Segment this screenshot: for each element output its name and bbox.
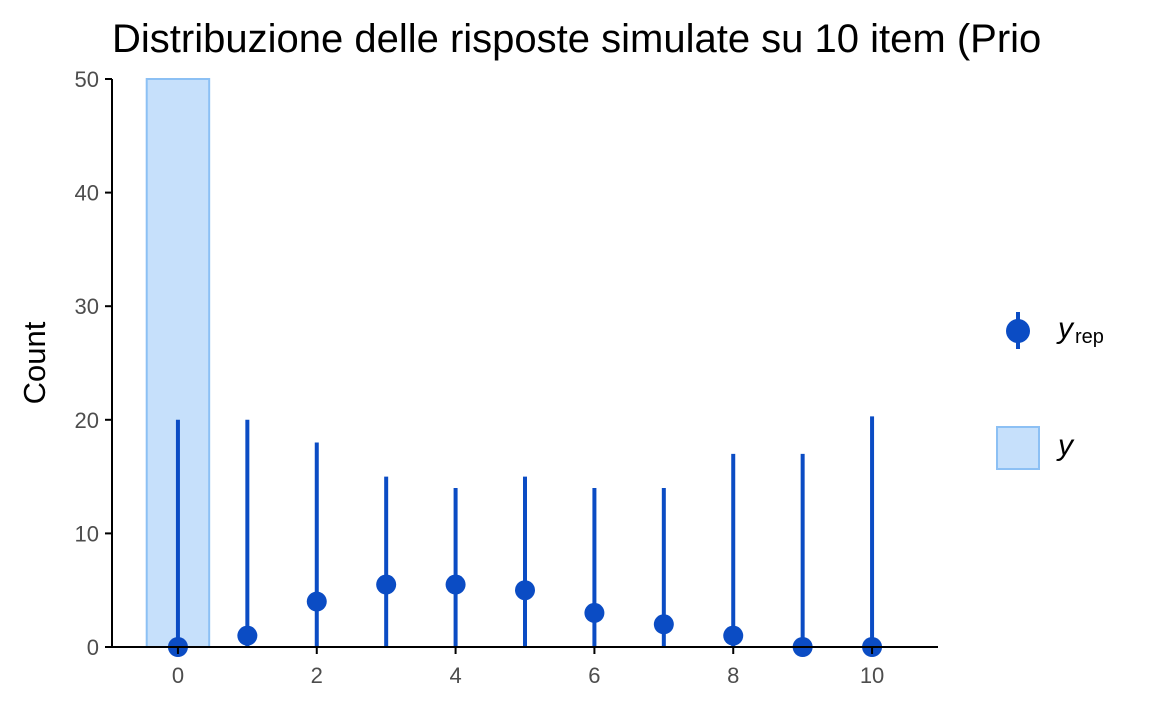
x-tick-label-8: 8	[727, 663, 739, 688]
rep-point-8	[723, 625, 744, 646]
legend: y rep y	[996, 312, 1104, 470]
rep-point-7	[653, 614, 674, 635]
rep-point-2	[306, 591, 327, 612]
x-tick-label-10: 10	[860, 663, 884, 688]
y-tick-label-30: 30	[75, 294, 99, 319]
y-tick-label-10: 10	[75, 521, 99, 546]
axes: 0 2 4 6 8 10 0 10 20 30 40 50	[75, 67, 938, 688]
legend-rep-label: y rep	[1056, 312, 1104, 348]
x-tick-label-4: 4	[449, 663, 461, 688]
y-axis-title: Count	[17, 321, 52, 404]
rep-point-3	[376, 574, 397, 595]
chart-title: Distribuzione delle risposte simulate su…	[112, 17, 1041, 61]
y-tick-label-40: 40	[75, 181, 99, 206]
y-tick-label-50: 50	[75, 67, 99, 92]
x-tick-label-2: 2	[311, 663, 323, 688]
plot-area	[145, 78, 883, 657]
rep-point-6	[584, 602, 605, 623]
rep-point-5	[515, 580, 535, 601]
legend-observed-swatch	[996, 426, 1040, 470]
rep-point-4	[445, 574, 466, 595]
x-tick-label-6: 6	[588, 663, 600, 688]
y-tick-label-0: 0	[87, 635, 99, 660]
rep-point-1	[237, 625, 258, 646]
y-tick-label-20: 20	[75, 408, 99, 433]
legend-rep-point	[1006, 319, 1030, 343]
x-tick-label-0: 0	[172, 663, 184, 688]
legend-observed-label: y	[1056, 429, 1075, 462]
